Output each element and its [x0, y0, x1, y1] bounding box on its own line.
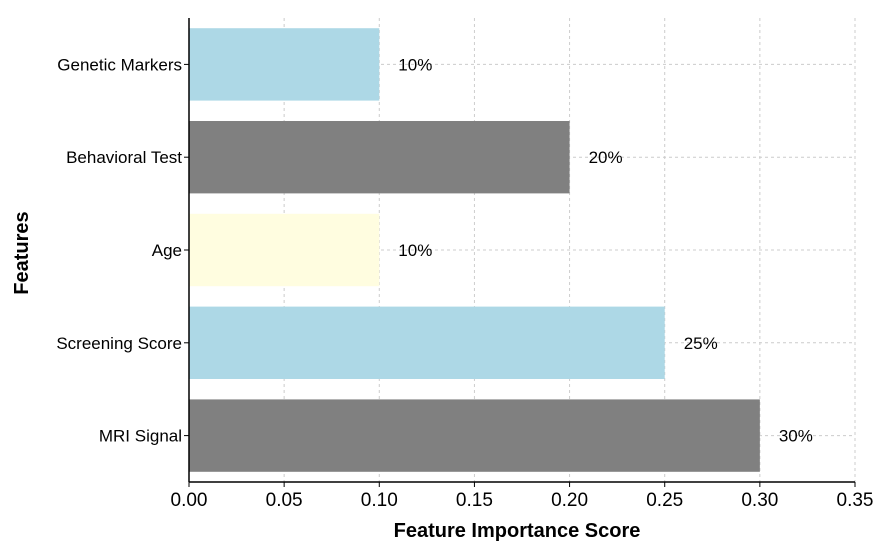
x-tick-label: 0.15 [456, 490, 493, 511]
x-tick-label: 0.10 [361, 490, 398, 511]
y-tick-label: MRI Signal [99, 427, 182, 446]
bar [189, 28, 380, 101]
bar [189, 306, 665, 379]
y-tick-label: Genetic Markers [57, 55, 182, 74]
x-tick-label: 0.35 [837, 490, 874, 511]
y-tick-label: Age [152, 241, 182, 260]
bar-value-label: 10% [398, 55, 432, 74]
x-tick-label: 0.05 [266, 490, 303, 511]
bar-layer [189, 28, 760, 472]
y-tick-label: Behavioral Test [66, 148, 182, 167]
bar-value-label: 25% [684, 334, 718, 353]
x-tick-label: 0.20 [551, 490, 588, 511]
label-layer: 0.00 0.05 0.10 0.15 0.20 0.25 0.30 0.35 MRI Sign… [56, 55, 873, 511]
bar [189, 121, 570, 194]
bar-value-label: 10% [398, 241, 432, 260]
x-tick-label: 0.00 [171, 490, 208, 511]
bar [189, 213, 380, 287]
bar [189, 399, 760, 472]
bar-value-label: 30% [779, 427, 813, 446]
y-axis-title: Features [11, 211, 33, 294]
y-tick-label: Screening Score [56, 334, 182, 353]
x-axis-title: Feature Importance Score [394, 520, 641, 542]
x-tick-label: 0.30 [741, 490, 778, 511]
x-tick-label: 0.25 [646, 490, 683, 511]
bar-value-label: 20% [589, 148, 623, 167]
axis-layer [184, 18, 856, 487]
